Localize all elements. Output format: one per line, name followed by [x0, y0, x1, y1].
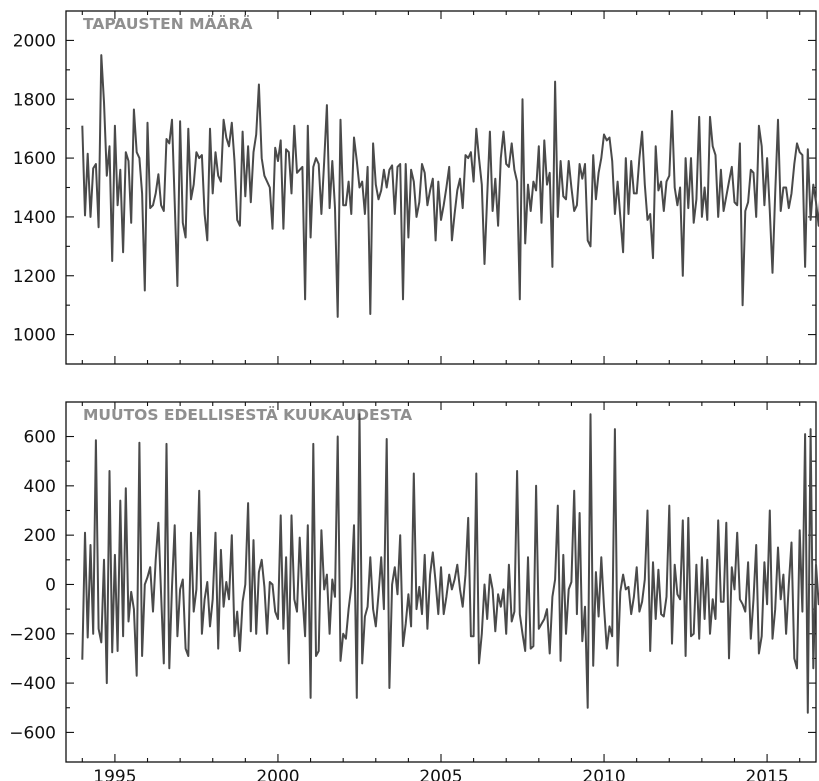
y-tick-label: 2000: [13, 31, 56, 51]
y-tick-label: 400: [24, 477, 56, 497]
y-tick-label: −200: [9, 625, 56, 645]
x-tick-label: 2010: [582, 767, 625, 781]
series-line: [81, 413, 819, 714]
series-line: [81, 54, 819, 318]
y-tick-label: 1400: [13, 208, 56, 228]
panel-title: MUUTOS EDELLISESTÄ KUUKAUDESTA: [83, 405, 412, 424]
panel-monthly-change: −600 −400 −200 0 200 400 600 1995 2000 2005 2010 20…: [9, 401, 819, 781]
y-tick-label: 0: [45, 575, 56, 595]
panel-title: TAPAUSTEN MÄÄRÄ: [83, 14, 252, 33]
x-tick-label: 2000: [256, 767, 299, 781]
y-tick-label: 200: [24, 526, 56, 546]
x-tick-label: 2015: [745, 767, 788, 781]
y-tick-label: 1800: [13, 90, 56, 110]
y-tick-label: 1200: [13, 267, 56, 287]
x-tick-label: 1995: [93, 767, 136, 781]
y-tick-label: −400: [9, 674, 56, 694]
panel-case-count: 1000 1200 1400 1600 1800 2000 TAPAUSTEN MÄÄRÄ: [13, 10, 819, 365]
y-tick-label: −600: [9, 723, 56, 743]
y-tick-label: 600: [24, 428, 56, 448]
y-tick-label: 1000: [13, 326, 56, 346]
y-tick-label: 1600: [13, 149, 56, 169]
x-tick-label: 2005: [419, 767, 462, 781]
